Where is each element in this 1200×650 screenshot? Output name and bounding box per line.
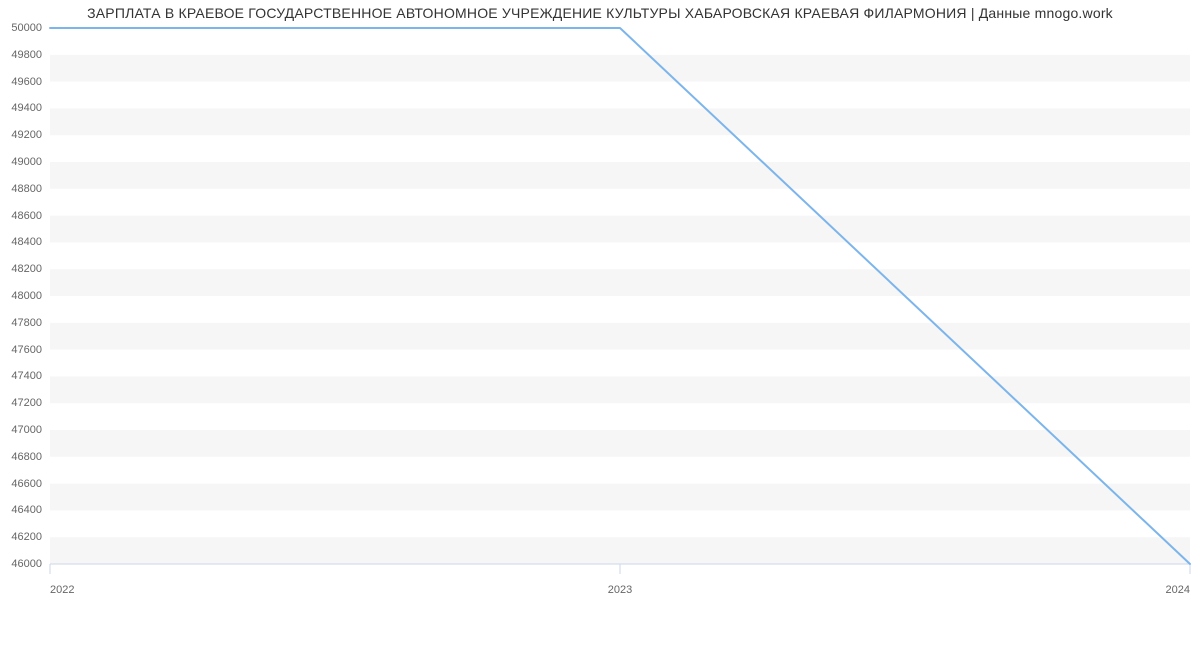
y-axis-tick-label: 49000: [11, 156, 42, 168]
grid-band: [50, 296, 1190, 323]
grid-band: [50, 55, 1190, 82]
grid-band: [50, 403, 1190, 430]
grid-band: [50, 108, 1190, 135]
y-axis-tick-label: 50000: [11, 22, 42, 34]
x-axis-tick-label: 2023: [608, 584, 632, 596]
grid-band: [50, 376, 1190, 403]
y-axis-tick-label: 47000: [11, 424, 42, 436]
plot-area: [50, 28, 1190, 564]
grid-band: [50, 430, 1190, 457]
y-axis-tick-label: 48200: [11, 263, 42, 275]
y-axis-tick-label: 46400: [11, 504, 42, 516]
y-axis-tick-label: 46600: [11, 478, 42, 490]
y-axis-tick-label: 46800: [11, 451, 42, 463]
y-axis-tick-label: 49400: [11, 102, 42, 114]
grid-band: [50, 135, 1190, 162]
x-axis-tick-label: 2024: [1166, 584, 1190, 596]
grid-band: [50, 162, 1190, 189]
grid-band: [50, 82, 1190, 109]
grid-band: [50, 216, 1190, 243]
y-axis-tick-label: 46000: [11, 558, 42, 570]
grid-band: [50, 457, 1190, 484]
grid-band: [50, 537, 1190, 564]
y-axis-tick-label: 49200: [11, 129, 42, 141]
salary-line-chart: ЗАРПЛАТА В КРАЕВОЕ ГОСУДАРСТВЕННОЕ АВТОН…: [0, 0, 1200, 650]
grid-band: [50, 28, 1190, 55]
grid-band: [50, 350, 1190, 377]
y-axis-tick-label: 48600: [11, 210, 42, 222]
y-axis-tick-label: 48000: [11, 290, 42, 302]
y-axis-tick-label: 47400: [11, 370, 42, 382]
grid-band: [50, 269, 1190, 296]
grid-band: [50, 510, 1190, 537]
y-axis-tick-label: 46200: [11, 531, 42, 543]
y-axis-tick-label: 48800: [11, 183, 42, 195]
y-axis-tick-label: 47200: [11, 397, 42, 409]
grid-band: [50, 323, 1190, 350]
grid-band: [50, 484, 1190, 511]
y-axis-tick-label: 49600: [11, 76, 42, 88]
grid-band: [50, 189, 1190, 216]
grid-band: [50, 242, 1190, 269]
y-axis-tick-label: 47600: [11, 344, 42, 356]
y-axis-tick-label: 48400: [11, 236, 42, 248]
x-axis-tick-label: 2022: [50, 584, 74, 596]
chart-title: ЗАРПЛАТА В КРАЕВОЕ ГОСУДАРСТВЕННОЕ АВТОН…: [0, 5, 1200, 21]
y-axis-tick-label: 49800: [11, 49, 42, 61]
chart-svg: [50, 28, 1190, 594]
y-axis-tick-label: 47800: [11, 317, 42, 329]
